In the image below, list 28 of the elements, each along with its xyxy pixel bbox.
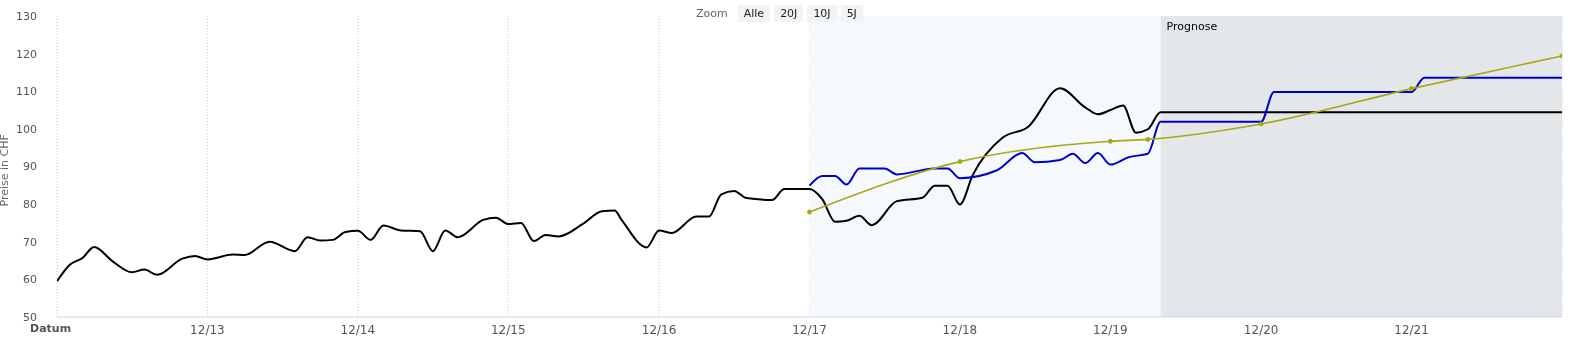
zoom-button: 20J xyxy=(774,5,804,22)
x-tick-label: 12/19 xyxy=(1093,322,1128,337)
y-tick-label: 100 xyxy=(16,122,37,136)
line-series xyxy=(57,87,1562,283)
x-tick-label: 12/17 xyxy=(792,322,827,337)
x-tick-label: 12/20 xyxy=(1243,322,1279,337)
y-tick-label: 80 xyxy=(23,198,37,212)
zoom-button: Alle xyxy=(737,5,771,22)
y-tick-label: 50 xyxy=(23,310,37,324)
x-tick-label: 12/16 xyxy=(641,322,677,337)
y-axis-title: Preise in CHF xyxy=(0,134,11,207)
y-tick-label: 60 xyxy=(23,273,37,287)
line-series xyxy=(808,76,1562,187)
x-axis-title: Datum xyxy=(30,322,72,335)
x-tick-label: 12/13 xyxy=(190,322,225,337)
x-tick-label: 12/14 xyxy=(340,322,376,337)
x-tick-label: 12/15 xyxy=(490,322,526,337)
y-tick-label: 120 xyxy=(16,47,37,61)
y-tick-label: 70 xyxy=(23,235,37,249)
y-tick-label: 130 xyxy=(16,9,37,23)
x-tick-label: 12/21 xyxy=(1394,322,1429,337)
zoom-caption: Zoom xyxy=(695,6,729,22)
y-tick-label: 90 xyxy=(23,160,37,174)
x-tick-label: 12/18 xyxy=(942,322,978,337)
zoom-button: 10J xyxy=(807,5,837,22)
band-label: Prognose xyxy=(1166,19,1218,33)
zoom-button: 5J xyxy=(840,5,863,22)
y-tick-label: 110 xyxy=(16,85,37,99)
